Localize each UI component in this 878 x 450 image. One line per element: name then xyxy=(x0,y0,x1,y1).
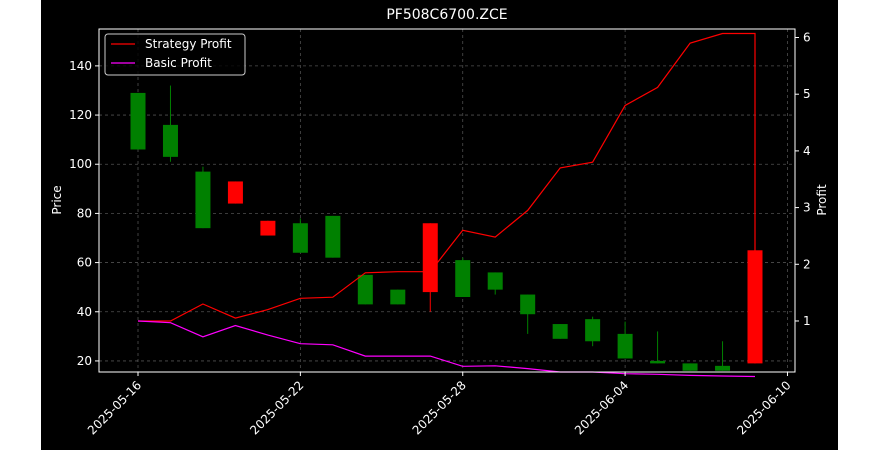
candle-body xyxy=(325,215,341,258)
y-axis-left-title: Price xyxy=(50,185,64,214)
candle-body xyxy=(227,181,243,204)
legend-box xyxy=(104,33,246,76)
x-tick-label: 2025-06-04 xyxy=(572,378,631,437)
legend-label-basic: Basic Profit xyxy=(145,56,212,70)
basic-profit-line xyxy=(137,320,756,378)
strategy-profit-line xyxy=(138,32,756,364)
candle-body xyxy=(195,171,211,229)
x-tick-label: 2025-05-16 xyxy=(85,378,144,437)
candle-body xyxy=(520,294,536,315)
x-tick-label: 2025-06-10 xyxy=(734,378,793,437)
candle-body xyxy=(357,274,373,305)
candle-body xyxy=(422,223,438,293)
y-left-tick-label: 100 xyxy=(69,157,92,171)
candle-body xyxy=(617,333,633,359)
y-right-tick-label: 6 xyxy=(803,31,811,45)
y-right-tick-label: 3 xyxy=(803,201,811,215)
candle-body xyxy=(585,319,601,342)
y-right-tick-label: 4 xyxy=(803,144,811,158)
candle-body xyxy=(455,260,471,298)
y-right-tick-label: 2 xyxy=(803,257,811,271)
candle-body xyxy=(552,324,568,339)
y-right-tick-label: 1 xyxy=(803,314,811,328)
y-left-tick-label: 40 xyxy=(77,305,92,319)
chart-title: PF508C6700.ZCE xyxy=(386,7,507,23)
legend: Strategy Profit Basic Profit xyxy=(104,33,246,76)
plot-area-border xyxy=(98,28,796,373)
x-axis: 2025-05-16 2025-05-22 2025-05-28 2025-06-04… xyxy=(85,372,794,437)
candle-body xyxy=(162,124,178,157)
y-left-tick-label: 140 xyxy=(69,59,92,73)
y-left-tick-label: 20 xyxy=(77,354,92,368)
candle-body xyxy=(130,92,146,150)
left-axis: 20 40 60 80 100 120 140 xyxy=(69,59,99,368)
y-left-tick-label: 120 xyxy=(69,108,92,122)
x-tick-label: 2025-05-22 xyxy=(247,378,306,437)
candle-body xyxy=(650,360,666,364)
candle-body xyxy=(390,289,406,305)
candle-body xyxy=(487,272,503,290)
candle-body xyxy=(292,223,308,253)
candle-layer xyxy=(130,85,763,371)
line-layer xyxy=(137,32,756,378)
y-right-tick-label: 5 xyxy=(803,87,811,101)
candle-body xyxy=(260,220,276,236)
legend-label-strategy: Strategy Profit xyxy=(145,37,232,51)
candle-body xyxy=(682,363,698,371)
y-axis-right-title: Profit xyxy=(815,184,829,216)
x-tick-label: 2025-05-28 xyxy=(410,378,469,437)
y-left-tick-label: 60 xyxy=(77,256,92,270)
right-axis: 1 2 3 4 5 6 xyxy=(795,31,811,328)
y-left-tick-label: 80 xyxy=(77,206,92,220)
candle-body xyxy=(715,365,731,371)
